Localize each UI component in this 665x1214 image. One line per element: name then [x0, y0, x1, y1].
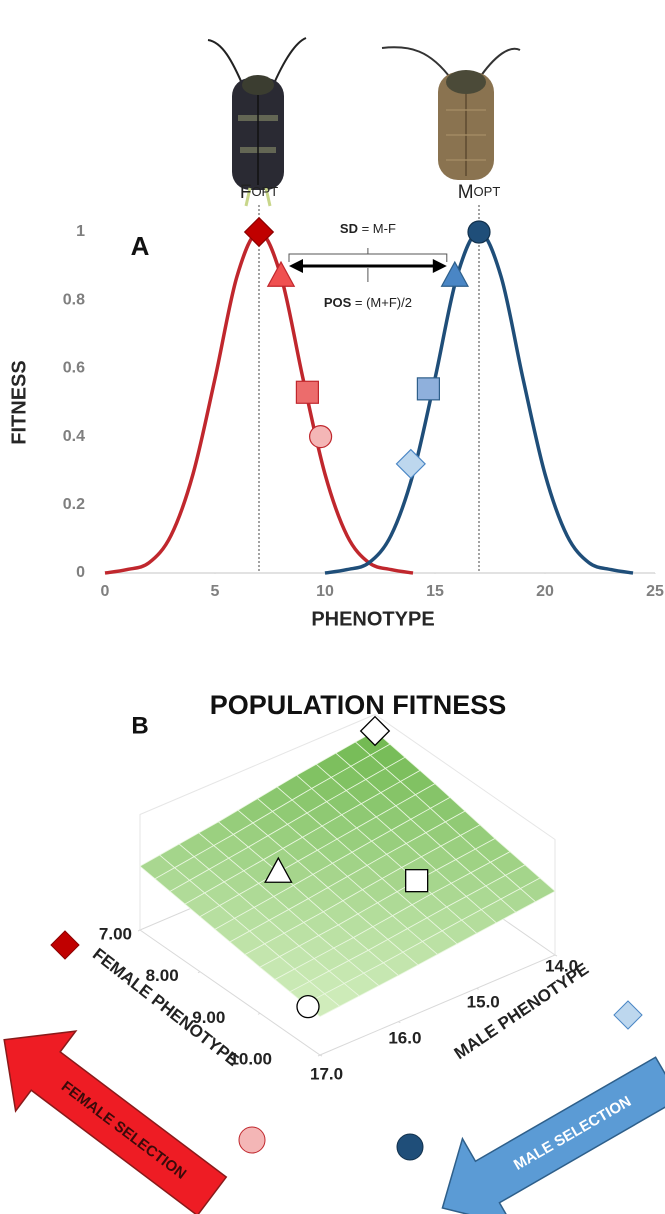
marker-square — [405, 869, 429, 893]
x-tick-label: 5 — [211, 583, 220, 600]
x-tick-label: 7.00 — [99, 924, 132, 943]
panel-label: B — [131, 712, 148, 739]
female-beetle — [207, 37, 307, 207]
x-tick-label: 10 — [316, 583, 334, 600]
sd-bold: SD — [340, 221, 358, 236]
x-tick — [257, 1012, 261, 1015]
optimum-subscript: OPT — [474, 184, 501, 199]
marker-triangle — [266, 260, 296, 287]
sd-label: SD = M-F — [340, 221, 396, 236]
y-tick — [476, 987, 479, 990]
x-tick-label: 8.00 — [146, 966, 179, 985]
x-tick-label: 0 — [101, 583, 110, 600]
marker-diamond — [395, 448, 426, 480]
marker-diamond — [359, 715, 391, 747]
y-tick-label: 15.0 — [467, 992, 500, 1011]
arrow-label: FEMALE SELECTION — [58, 1078, 189, 1183]
sd-bracket — [288, 248, 448, 262]
y-tick — [554, 954, 558, 957]
sd-arrow-head — [432, 259, 447, 273]
marker-triangle — [264, 856, 293, 883]
x-tick — [317, 1054, 321, 1057]
y-tick — [398, 1021, 401, 1024]
y-tick-label: 14.0 — [545, 956, 578, 975]
marker-square — [295, 380, 319, 404]
optimum-label: FOPT — [240, 182, 278, 203]
sd-rest: = M-F — [358, 221, 396, 236]
x-tick-label: 25 — [646, 583, 664, 600]
y-tick-label: 1 — [76, 223, 85, 240]
x-tick-label: 20 — [536, 583, 554, 600]
y-tick — [319, 1054, 323, 1057]
pos-rest: = (M+F)/2 — [351, 295, 412, 310]
y-tick-label: 0 — [76, 564, 85, 581]
y-tick-label: 17.0 — [310, 1064, 343, 1083]
y-tick-label: 0.2 — [63, 496, 85, 513]
x-tick — [197, 971, 201, 974]
female-icon — [238, 1126, 266, 1154]
x-tick-label: 15 — [426, 583, 444, 600]
sd-arrow-head — [289, 259, 303, 273]
y-tick-label: 0.4 — [63, 428, 85, 445]
marker-circle — [296, 994, 320, 1019]
y-tick-label: 0.6 — [63, 360, 85, 377]
x-axis-title: PHENOTYPE — [311, 608, 434, 630]
optimum-label: MOPT — [458, 182, 501, 203]
male-icon — [613, 1000, 643, 1030]
selection-arrow: MALE SELECTION — [441, 1056, 665, 1214]
marker-square — [416, 377, 440, 401]
optimum-letter: M — [458, 182, 474, 203]
y-tick-label: 16.0 — [388, 1028, 421, 1047]
female-optimum-icon — [50, 930, 80, 960]
chart-title: POPULATION FITNESS — [210, 690, 507, 720]
y-tick-label: 0.8 — [63, 291, 85, 308]
pos-label: POS = (M+F)/2 — [324, 295, 412, 310]
marker-diamond — [243, 216, 275, 248]
arrow-shape — [441, 1056, 665, 1214]
marker-circle — [467, 220, 491, 244]
pos-bold: POS — [324, 295, 352, 310]
optimum-letter: F — [240, 182, 252, 203]
marker-circle — [309, 425, 333, 449]
panel-label: A — [131, 231, 150, 261]
x-tick — [137, 929, 141, 932]
arrow-shape — [3, 1030, 228, 1214]
x-tick-label: 10.00 — [229, 1049, 272, 1068]
x-tick-label: 9.00 — [192, 1008, 225, 1027]
marker-triangle — [440, 260, 470, 287]
y-axis-title: FITNESS — [8, 360, 30, 444]
male-optimum-icon — [396, 1133, 424, 1161]
male-beetle — [381, 46, 521, 180]
optimum-subscript: OPT — [251, 184, 278, 199]
